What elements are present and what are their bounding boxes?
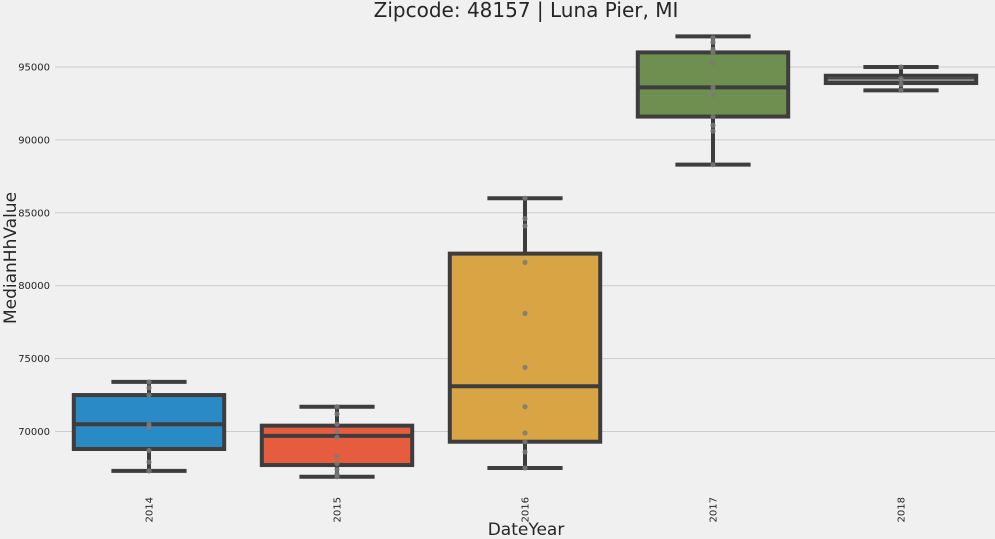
data-point [710, 46, 716, 53]
data-point [898, 87, 904, 93]
y-tick-label: 75000 [18, 354, 50, 365]
data-point [146, 468, 152, 474]
data-point [710, 60, 716, 66]
data-point [334, 434, 340, 440]
data-point [334, 428, 340, 435]
y-tick-label: 80000 [18, 281, 50, 292]
data-point [146, 421, 152, 427]
data-point [146, 447, 152, 454]
data-point [522, 259, 528, 265]
data-point [146, 385, 152, 391]
data-point [710, 122, 716, 128]
data-point [710, 35, 716, 41]
data-point [710, 84, 716, 91]
data-point [334, 421, 340, 427]
data-point [334, 453, 340, 459]
y-tick-label: 85000 [18, 208, 50, 219]
box-2018 [823, 64, 979, 93]
x-tick-label: 2015 [333, 497, 344, 522]
data-point [710, 39, 716, 45]
box-body [447, 251, 603, 444]
data-point [522, 430, 528, 436]
data-point [522, 404, 528, 410]
data-point [522, 465, 528, 471]
data-point [710, 162, 716, 168]
box-series [71, 34, 979, 480]
y-axis-ticks: 70000 75000 80000 85000 90000 95000 [18, 62, 50, 438]
data-point [898, 81, 904, 88]
data-point [334, 411, 340, 417]
y-axis-label: MedianHhValue [1, 192, 21, 324]
data-point [522, 439, 528, 445]
y-tick-label: 90000 [18, 135, 50, 146]
data-point [522, 364, 528, 370]
data-point [710, 92, 716, 98]
box-2014 [71, 379, 227, 474]
box-2015 [259, 404, 415, 480]
data-point [710, 113, 716, 120]
data-point [898, 76, 904, 82]
data-point [522, 195, 528, 201]
data-point [334, 404, 340, 410]
x-tick-label: 2017 [709, 497, 720, 522]
data-point [522, 449, 528, 455]
data-point [522, 223, 528, 229]
box-2016 [447, 195, 603, 471]
data-point [146, 392, 152, 398]
data-point [522, 216, 528, 222]
x-tick-label: 2016 [521, 497, 532, 522]
data-point [334, 466, 340, 473]
data-point [146, 379, 152, 385]
x-axis-ticks: 2014 2015 2016 2017 2018 [145, 497, 908, 522]
x-tick-label: 2018 [897, 497, 908, 522]
y-tick-label: 70000 [18, 427, 50, 438]
data-point [898, 64, 904, 70]
box-2017 [635, 34, 791, 168]
data-point [146, 459, 152, 465]
data-point [334, 471, 340, 477]
chart-title: Zipcode: 48157 | Luna Pier, MI [374, 0, 679, 22]
x-tick-label: 2014 [145, 497, 156, 522]
x-axis-label: DateYear [488, 520, 565, 539]
data-point [522, 310, 528, 317]
data-point [334, 460, 340, 467]
data-point [710, 128, 716, 134]
y-tick-label: 95000 [18, 62, 50, 73]
